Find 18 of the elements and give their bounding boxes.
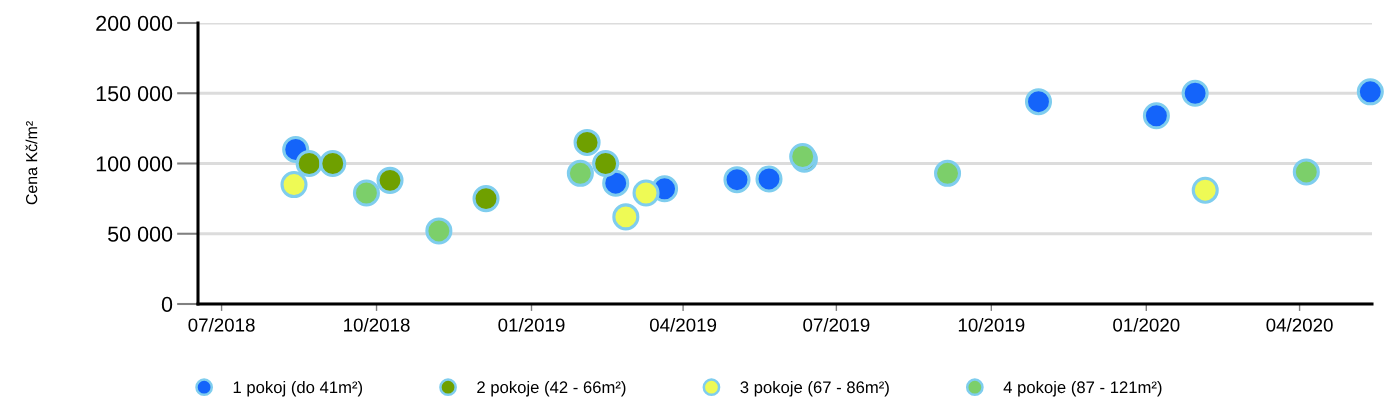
x-tick-label: 01/2019 [498,317,565,332]
legend-label: 3 pokoje (67 - 86m²) [740,380,889,397]
x-tick-label: 04/2019 [649,317,717,332]
y-tick-label: 0 [161,296,173,313]
x-tick-label: 10/2018 [344,317,410,332]
x-tick-label: 10/2019 [958,317,1025,332]
y-tick-label: 50 000 [108,226,173,242]
x-tick-label: 01/2020 [1113,317,1180,332]
legend-label: 1 pokoj (do 41m²) [233,380,363,397]
x-tick-label: 07/2019 [803,317,870,332]
x-tick-label: 04/2020 [1266,317,1333,332]
legend-label: 2 pokoje (42 - 66m²) [477,380,626,397]
y-tick-label: 200 000 [96,15,173,32]
y-axis-title: Cena Kč/m² [25,121,38,205]
legend-label: 4 pokoje (87 - 121m²) [1003,380,1162,397]
x-tick-label: 07/2018 [188,317,255,332]
y-tick-label: 100 000 [96,156,173,172]
y-tick-label: 150 000 [96,86,173,102]
